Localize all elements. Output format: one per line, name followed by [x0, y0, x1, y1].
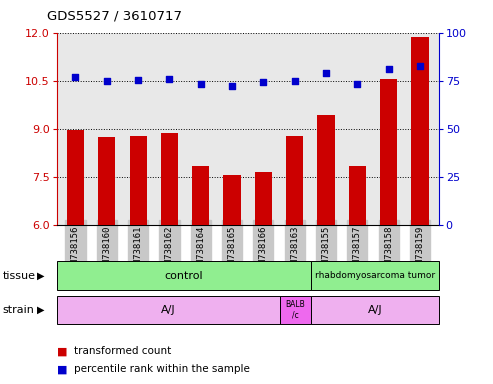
Point [259, 79, 267, 85]
Bar [349, 166, 366, 225]
Text: transformed count: transformed count [74, 346, 171, 356]
Point [228, 83, 236, 89]
Bar [192, 166, 210, 225]
Point [134, 77, 142, 83]
Point [353, 81, 361, 88]
Point [166, 76, 174, 82]
Bar [57, 296, 280, 324]
Bar [223, 175, 241, 225]
Bar [57, 261, 312, 290]
Bar [255, 172, 272, 225]
Text: GDS5527 / 3610717: GDS5527 / 3610717 [47, 10, 182, 23]
Text: strain: strain [2, 305, 35, 315]
Text: percentile rank within the sample: percentile rank within the sample [74, 364, 250, 374]
Point [291, 78, 299, 84]
Point [103, 78, 111, 84]
Text: rhabdomyosarcoma tumor: rhabdomyosarcoma tumor [315, 271, 435, 280]
Text: A/J: A/J [161, 305, 176, 315]
Bar [130, 136, 147, 225]
Text: A/J: A/J [368, 305, 383, 315]
Bar [411, 38, 428, 225]
Point [322, 70, 330, 76]
Bar [312, 261, 439, 290]
Text: ■: ■ [57, 364, 67, 374]
Bar [161, 134, 178, 225]
Point [416, 63, 424, 69]
Text: ■: ■ [57, 346, 67, 356]
Text: ▶: ▶ [36, 305, 44, 315]
Bar [380, 79, 397, 225]
Bar [317, 115, 335, 225]
Bar [286, 136, 303, 225]
Point [385, 66, 392, 73]
Point [197, 81, 205, 88]
Text: BALB
/c: BALB /c [285, 300, 305, 320]
Point [71, 74, 79, 80]
Text: control: control [165, 270, 204, 281]
Text: ▶: ▶ [36, 270, 44, 281]
Bar [312, 296, 439, 324]
Bar [67, 130, 84, 225]
Bar [280, 296, 312, 324]
Bar [98, 137, 115, 225]
Text: tissue: tissue [2, 270, 35, 281]
